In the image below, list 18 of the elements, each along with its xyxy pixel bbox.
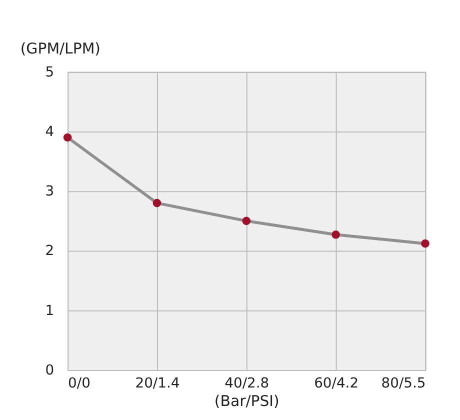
point <box>152 198 162 208</box>
y-tick-label: 0 <box>45 362 54 378</box>
y-axis-title: (GPM/LPM) <box>20 40 100 58</box>
x-tick-label: 80/5.5 <box>381 375 426 392</box>
x-tick-label: 40/2.8 <box>224 375 270 392</box>
x-tick-label: 0/0 <box>68 375 90 392</box>
y-tick-label: 4 <box>45 124 54 140</box>
y-tick-label: 2 <box>45 243 54 260</box>
x-axis-title: (Bar/PSI) <box>214 392 280 410</box>
y-tick-label: 5 <box>45 64 54 80</box>
point <box>242 216 251 226</box>
point <box>332 230 340 239</box>
x-tick-label: 60/4.2 <box>314 375 359 392</box>
x-tick-label: 20/1.4 <box>135 375 180 392</box>
point <box>421 239 430 248</box>
point <box>63 133 72 142</box>
y-tick-label: 1 <box>45 302 54 319</box>
y-tick-label: 3 <box>45 184 54 200</box>
